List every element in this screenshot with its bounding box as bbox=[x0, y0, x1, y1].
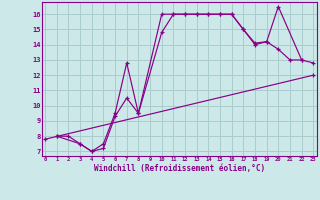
X-axis label: Windchill (Refroidissement éolien,°C): Windchill (Refroidissement éolien,°C) bbox=[94, 164, 265, 173]
